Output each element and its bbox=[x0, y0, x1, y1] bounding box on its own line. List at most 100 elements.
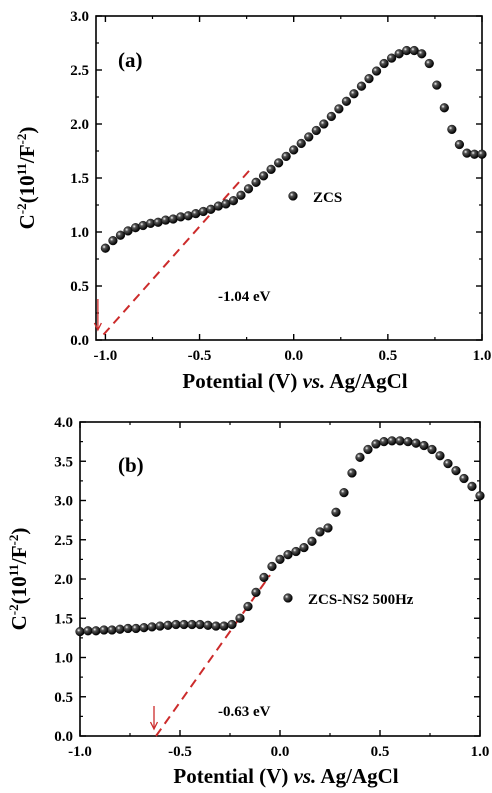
data-point bbox=[274, 158, 284, 168]
data-point bbox=[123, 623, 133, 634]
data-point bbox=[203, 620, 213, 630]
y-tick-label: 4.0 bbox=[54, 415, 73, 431]
data-point bbox=[475, 491, 485, 501]
fit-line bbox=[155, 574, 271, 737]
plot-frame bbox=[95, 15, 483, 341]
data-point bbox=[139, 623, 149, 633]
data-point bbox=[355, 452, 365, 462]
data-point bbox=[115, 230, 126, 240]
data-point bbox=[459, 473, 469, 484]
data-point bbox=[291, 546, 301, 557]
data-point bbox=[236, 190, 246, 200]
data-point bbox=[387, 436, 397, 446]
data-point bbox=[163, 620, 173, 630]
data-point bbox=[363, 444, 373, 455]
data-point bbox=[83, 626, 93, 636]
data-point bbox=[427, 444, 437, 455]
data-point bbox=[339, 488, 349, 498]
x-tick-label: 0.0 bbox=[271, 744, 290, 760]
y-tick-label: 3.5 bbox=[54, 454, 73, 470]
y-axis-title: C-2(1011/F-2) bbox=[14, 127, 39, 230]
data-point bbox=[411, 438, 421, 448]
data-point bbox=[315, 527, 325, 537]
band-gap-annotation: -1.04 eV bbox=[218, 289, 271, 305]
y-tick-label: 0.5 bbox=[70, 279, 89, 295]
data-point bbox=[99, 625, 109, 635]
data-point bbox=[356, 81, 367, 91]
y-tick-label: 2.5 bbox=[54, 533, 73, 549]
data-point bbox=[228, 196, 239, 206]
data-point bbox=[435, 451, 445, 461]
panel-a: -1.0 -0.5 0.0 0.5 1.0 0.0 0.5 1.0 1.5 2.0 2.5 3.0 Po… bbox=[14, 9, 491, 393]
x-tick-label: -1.0 bbox=[94, 348, 118, 364]
intercept-arrow-head bbox=[149, 721, 159, 731]
data-point bbox=[417, 49, 427, 59]
data-point bbox=[281, 151, 291, 162]
x-tick-label: 1.0 bbox=[471, 744, 490, 760]
x-tick-label: 1.0 bbox=[473, 348, 492, 364]
x-tick-label: 0.5 bbox=[378, 348, 397, 364]
data-point bbox=[75, 626, 85, 637]
y-tick-label: 2.5 bbox=[70, 63, 89, 79]
data-point bbox=[304, 132, 314, 142]
data-point bbox=[371, 66, 382, 76]
data-point bbox=[443, 459, 453, 469]
data-point bbox=[334, 104, 344, 114]
x-axis-title: Potential (V) vs. Ag/AgCl bbox=[182, 369, 407, 393]
data-point bbox=[454, 139, 465, 150]
data-point bbox=[419, 440, 429, 451]
x-tick-label: 0.5 bbox=[371, 744, 390, 760]
y-tick-label: 1.5 bbox=[54, 611, 73, 627]
data-point bbox=[243, 601, 253, 612]
data-point bbox=[275, 554, 285, 564]
panel-b: -1.0 -0.5 0.0 0.5 1.0 0.0 0.5 1.0 1.5 2.0 2.5 3.0 3.… bbox=[6, 415, 489, 788]
data-point bbox=[447, 124, 457, 134]
data-point bbox=[451, 466, 461, 476]
x-tick-label: -1.0 bbox=[68, 744, 92, 760]
data-point bbox=[326, 111, 336, 122]
x-axis-title: Potential (V) vs. Ag/AgCl bbox=[173, 764, 398, 788]
data-point bbox=[259, 572, 269, 583]
data-point bbox=[251, 587, 261, 597]
data-point bbox=[227, 619, 237, 630]
data-point bbox=[424, 58, 434, 69]
data-point bbox=[211, 621, 221, 631]
band-gap-annotation: -0.63 eV bbox=[218, 704, 271, 720]
data-point bbox=[403, 437, 413, 447]
data-point bbox=[243, 184, 254, 194]
data-point bbox=[267, 561, 277, 572]
y-tick-label: 2.0 bbox=[70, 117, 89, 133]
legend-label: ZCS bbox=[313, 190, 342, 206]
data-point bbox=[235, 613, 245, 623]
data-point bbox=[258, 171, 269, 181]
data-point bbox=[195, 619, 205, 630]
data-point bbox=[296, 138, 306, 149]
data-point bbox=[179, 619, 189, 630]
data-point bbox=[311, 125, 321, 136]
panel-label: (a) bbox=[118, 48, 143, 72]
y-tick-label: 1.5 bbox=[70, 171, 89, 187]
data-point bbox=[155, 621, 165, 631]
legend-label: ZCS-NS2 500Hz bbox=[308, 592, 414, 608]
data-point bbox=[108, 236, 118, 246]
data-point bbox=[323, 523, 333, 533]
y-tick-label: 0.0 bbox=[70, 333, 89, 349]
data-point bbox=[341, 96, 352, 106]
data-point bbox=[349, 89, 359, 99]
intercept-arrow-head bbox=[93, 322, 102, 332]
data-point bbox=[171, 619, 181, 630]
data-point bbox=[387, 53, 397, 63]
data-point bbox=[307, 536, 317, 546]
data-point bbox=[147, 622, 157, 632]
data-point bbox=[319, 119, 329, 129]
data-point bbox=[371, 439, 381, 449]
x-tick-label: -0.5 bbox=[188, 348, 212, 364]
data-point bbox=[467, 481, 477, 491]
data-point bbox=[331, 507, 341, 517]
data-point bbox=[100, 243, 111, 253]
data-point bbox=[187, 619, 197, 630]
y-tick-label: 0.0 bbox=[54, 729, 73, 745]
data-point bbox=[251, 177, 261, 187]
data-point bbox=[347, 468, 357, 478]
x-tick-label: 0.0 bbox=[284, 348, 303, 364]
